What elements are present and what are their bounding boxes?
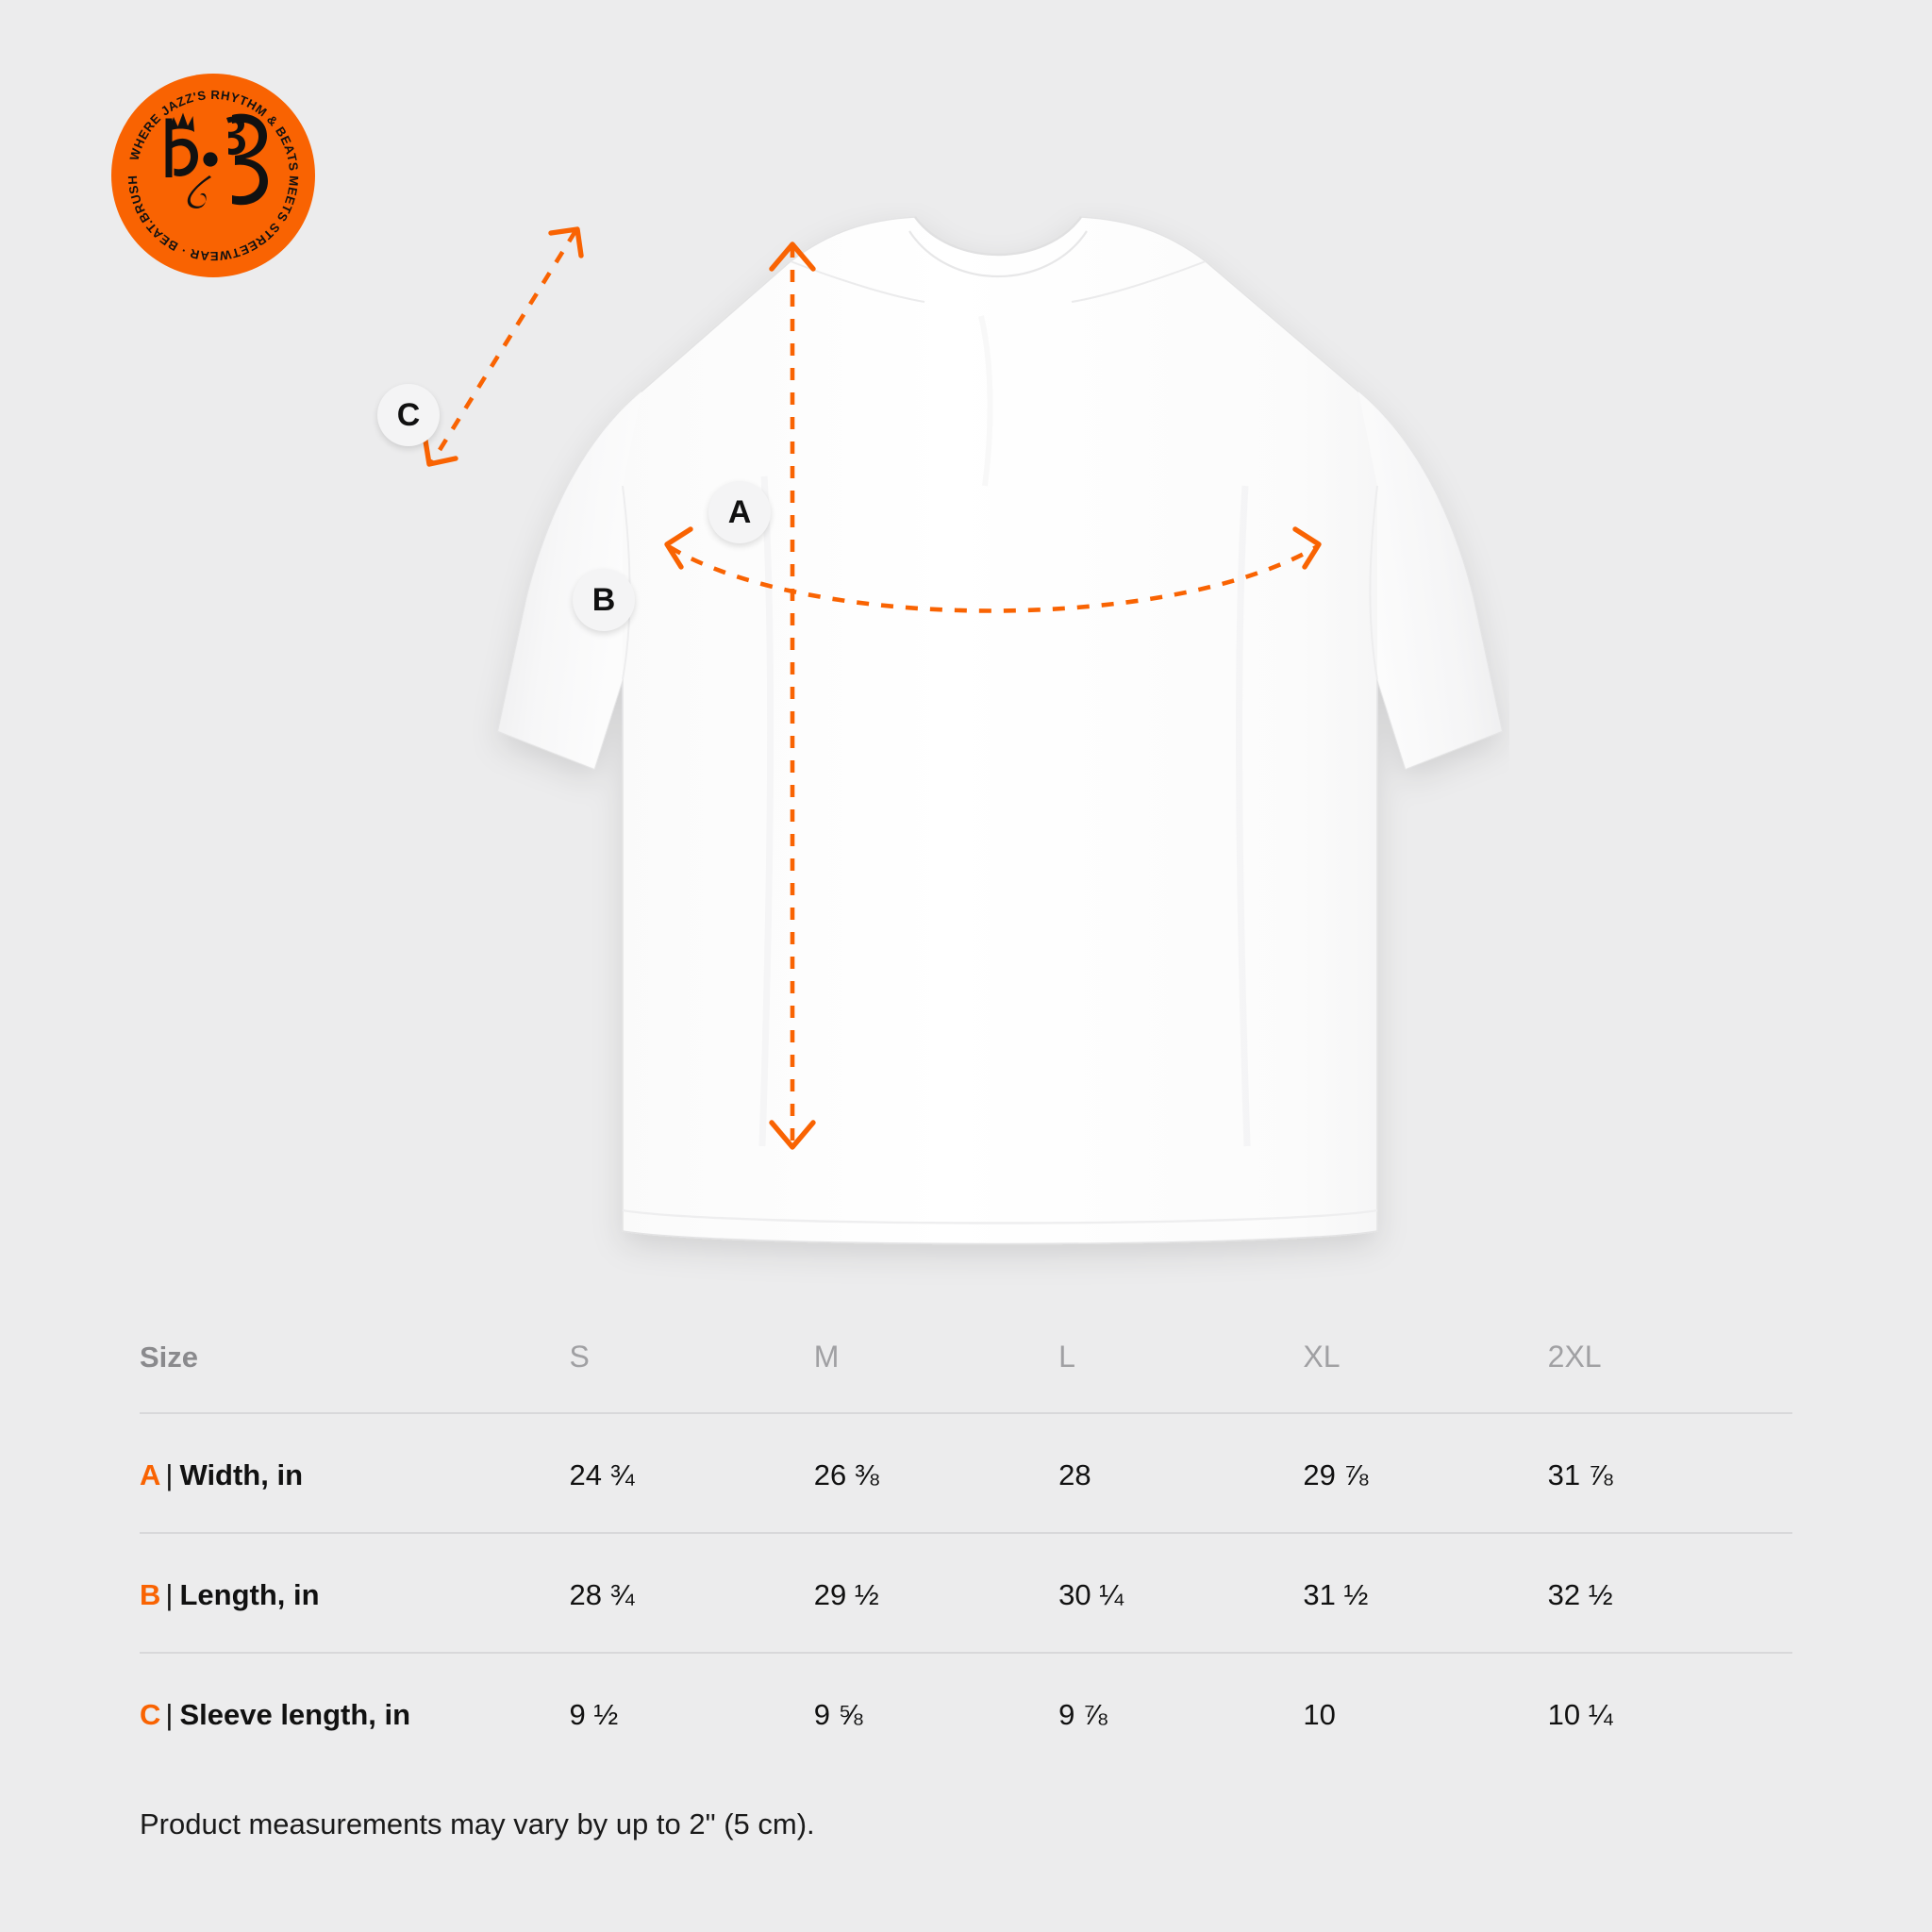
cell-sleeve-xl: 10 bbox=[1303, 1698, 1336, 1731]
header-size-2xl: 2XL bbox=[1547, 1340, 1602, 1374]
fabric-fold-center bbox=[978, 315, 993, 487]
tshirt-illustration bbox=[321, 203, 1509, 1288]
collar-outline bbox=[914, 216, 1082, 257]
marker-a-label: A bbox=[727, 493, 752, 530]
row-key-c: C bbox=[140, 1698, 161, 1731]
row-label-text-a: Width, in bbox=[179, 1457, 304, 1491]
cell-sleeve-2xl: 10 ¼ bbox=[1547, 1698, 1613, 1731]
row-label-length: B | Length, in bbox=[140, 1533, 570, 1653]
bottom-hem-seam bbox=[622, 1208, 1378, 1224]
arrowhead-a-left bbox=[664, 526, 693, 570]
brand-badge-logo: WHERE JAZZ'S RHYTHM & BEATS MEETS STREET… bbox=[111, 74, 315, 277]
measurement-disclaimer: Product measurements may vary by up to 2… bbox=[140, 1807, 815, 1840]
row-key-a: A bbox=[140, 1457, 161, 1491]
row-separator-a: | bbox=[165, 1457, 174, 1491]
cell-width-2xl: 31 ⅞ bbox=[1547, 1457, 1613, 1491]
row-separator-c: | bbox=[165, 1698, 174, 1731]
header-size-s: S bbox=[569, 1340, 590, 1374]
measure-line-a bbox=[668, 545, 1318, 613]
cell-width-s: 24 ¾ bbox=[569, 1457, 635, 1491]
badge-background-circle bbox=[111, 74, 315, 277]
fabric-fold-left bbox=[758, 475, 774, 1147]
row-label-sleeve: C | Sleeve length, in bbox=[140, 1653, 570, 1773]
row-label-text-b: Length, in bbox=[179, 1577, 320, 1611]
cell-sleeve-l: 9 ⅞ bbox=[1058, 1698, 1108, 1731]
measurement-marker-b: B bbox=[573, 569, 635, 631]
arrowhead-c-bottom bbox=[422, 432, 458, 467]
marker-c-label: C bbox=[396, 396, 421, 433]
measurement-guides bbox=[430, 229, 1318, 1146]
table-row: A | Width, in 24 ¾ 26 ⅜ 28 29 ⅞ 31 ⅞ bbox=[140, 1413, 1792, 1533]
right-shoulder-seam bbox=[1071, 260, 1207, 303]
collar-inner-seam bbox=[908, 230, 1088, 278]
row-label-text-c: Sleeve length, in bbox=[179, 1698, 411, 1731]
measure-line-c bbox=[430, 229, 577, 464]
cell-width-xl: 29 ⅞ bbox=[1303, 1457, 1369, 1491]
table-body: A | Width, in 24 ¾ 26 ⅜ 28 29 ⅞ 31 ⅞ B | Len… bbox=[140, 1413, 1792, 1773]
right-armhole-seam bbox=[1369, 485, 1378, 680]
measurement-arrowheads bbox=[422, 226, 1322, 1150]
row-separator-b: | bbox=[165, 1577, 174, 1611]
table-row: C | Sleeve length, in 9 ½ 9 ⅝ 9 ⅞ 10 10 ¼ bbox=[140, 1653, 1792, 1773]
row-label-width: A | Width, in bbox=[140, 1413, 570, 1533]
shirt-body-shape bbox=[497, 216, 1503, 1245]
measurement-marker-a: A bbox=[708, 481, 771, 543]
cell-length-xl: 31 ½ bbox=[1303, 1577, 1369, 1611]
cell-width-m: 26 ⅜ bbox=[813, 1457, 879, 1491]
cell-sleeve-m: 9 ⅝ bbox=[813, 1698, 863, 1731]
header-size-l: L bbox=[1058, 1340, 1075, 1374]
cell-length-l: 30 ¼ bbox=[1058, 1577, 1124, 1611]
header-size: Size bbox=[140, 1340, 199, 1374]
table-header-row: Size S M L XL 2XL bbox=[140, 1338, 1792, 1413]
arrowhead-b-top bbox=[769, 242, 816, 272]
header-size-xl: XL bbox=[1303, 1340, 1341, 1374]
header-size-m: M bbox=[813, 1340, 840, 1374]
measurement-marker-c: C bbox=[377, 384, 440, 446]
arrowhead-b-bottom bbox=[769, 1120, 816, 1150]
cell-sleeve-s: 9 ½ bbox=[569, 1698, 619, 1731]
table-head: Size S M L XL 2XL bbox=[140, 1338, 1792, 1413]
cell-length-2xl: 32 ½ bbox=[1547, 1577, 1613, 1611]
cell-length-s: 28 ¾ bbox=[569, 1577, 635, 1611]
cell-width-l: 28 bbox=[1058, 1457, 1091, 1491]
right-sleeve-shade bbox=[1358, 391, 1502, 769]
marker-b-label: B bbox=[591, 581, 616, 618]
measurements-table: Size S M L XL 2XL A | Width, in 24 ¾ 26 ⅜ … bbox=[140, 1338, 1792, 1773]
arrowhead-c-top bbox=[548, 226, 584, 258]
size-chart-table: Size S M L XL 2XL A | Width, in 24 ¾ 26 ⅜ … bbox=[140, 1338, 1792, 1773]
badge-monogram-icon bbox=[165, 112, 268, 208]
arrowhead-a-right bbox=[1292, 526, 1322, 570]
table-row: B | Length, in 28 ¾ 29 ½ 30 ¼ 31 ½ 32 ½ bbox=[140, 1533, 1792, 1653]
left-sleeve-shade bbox=[498, 391, 641, 769]
fabric-fold-right bbox=[1235, 485, 1251, 1147]
cell-length-m: 29 ½ bbox=[813, 1577, 879, 1611]
row-key-b: B bbox=[140, 1577, 161, 1611]
